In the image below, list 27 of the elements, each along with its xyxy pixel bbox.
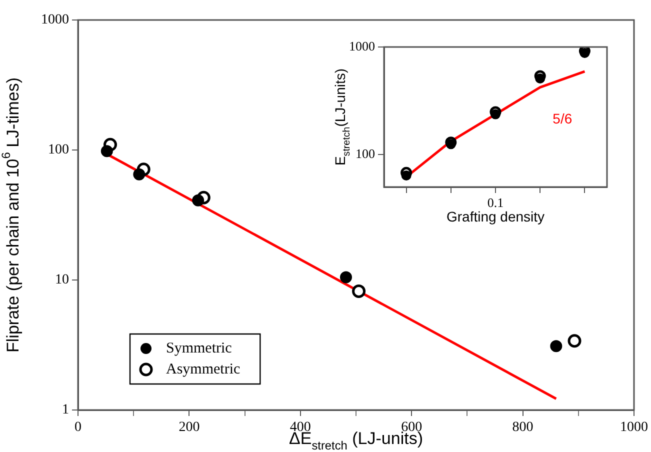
point bbox=[100, 145, 113, 158]
y-tick-label: 100 bbox=[356, 146, 375, 162]
y-tick-label: 100 bbox=[48, 142, 69, 158]
point bbox=[133, 168, 146, 180]
point bbox=[352, 284, 366, 298]
point bbox=[550, 340, 562, 352]
y-axis-title: Fliprate (per chain and 106 LJ-times) bbox=[0, 78, 22, 352]
y-tick-label: 1000 bbox=[41, 12, 69, 28]
y-axis-title: Estretch(LJ-units) bbox=[332, 68, 353, 166]
annotation: 5/6 bbox=[552, 110, 572, 127]
point bbox=[192, 194, 204, 206]
x-tick-label: 0 bbox=[74, 420, 82, 436]
legend-label: Symmetric bbox=[166, 340, 232, 356]
x-tick-label: 800 bbox=[512, 420, 534, 436]
x-tick-label: 1000 bbox=[620, 420, 648, 436]
point bbox=[401, 170, 412, 180]
x-axis-title: Grafting density bbox=[446, 208, 545, 224]
point bbox=[568, 334, 582, 348]
legend-label: Asymmetric bbox=[166, 361, 240, 378]
point bbox=[490, 109, 500, 120]
y-tick-label: 10 bbox=[55, 272, 69, 288]
x-tick-label: 200 bbox=[178, 420, 200, 436]
point bbox=[535, 73, 546, 84]
y-tick-label: 1 bbox=[62, 402, 69, 418]
x-tick-label: 0.1 bbox=[487, 195, 504, 210]
point bbox=[340, 271, 352, 284]
point bbox=[446, 139, 456, 150]
